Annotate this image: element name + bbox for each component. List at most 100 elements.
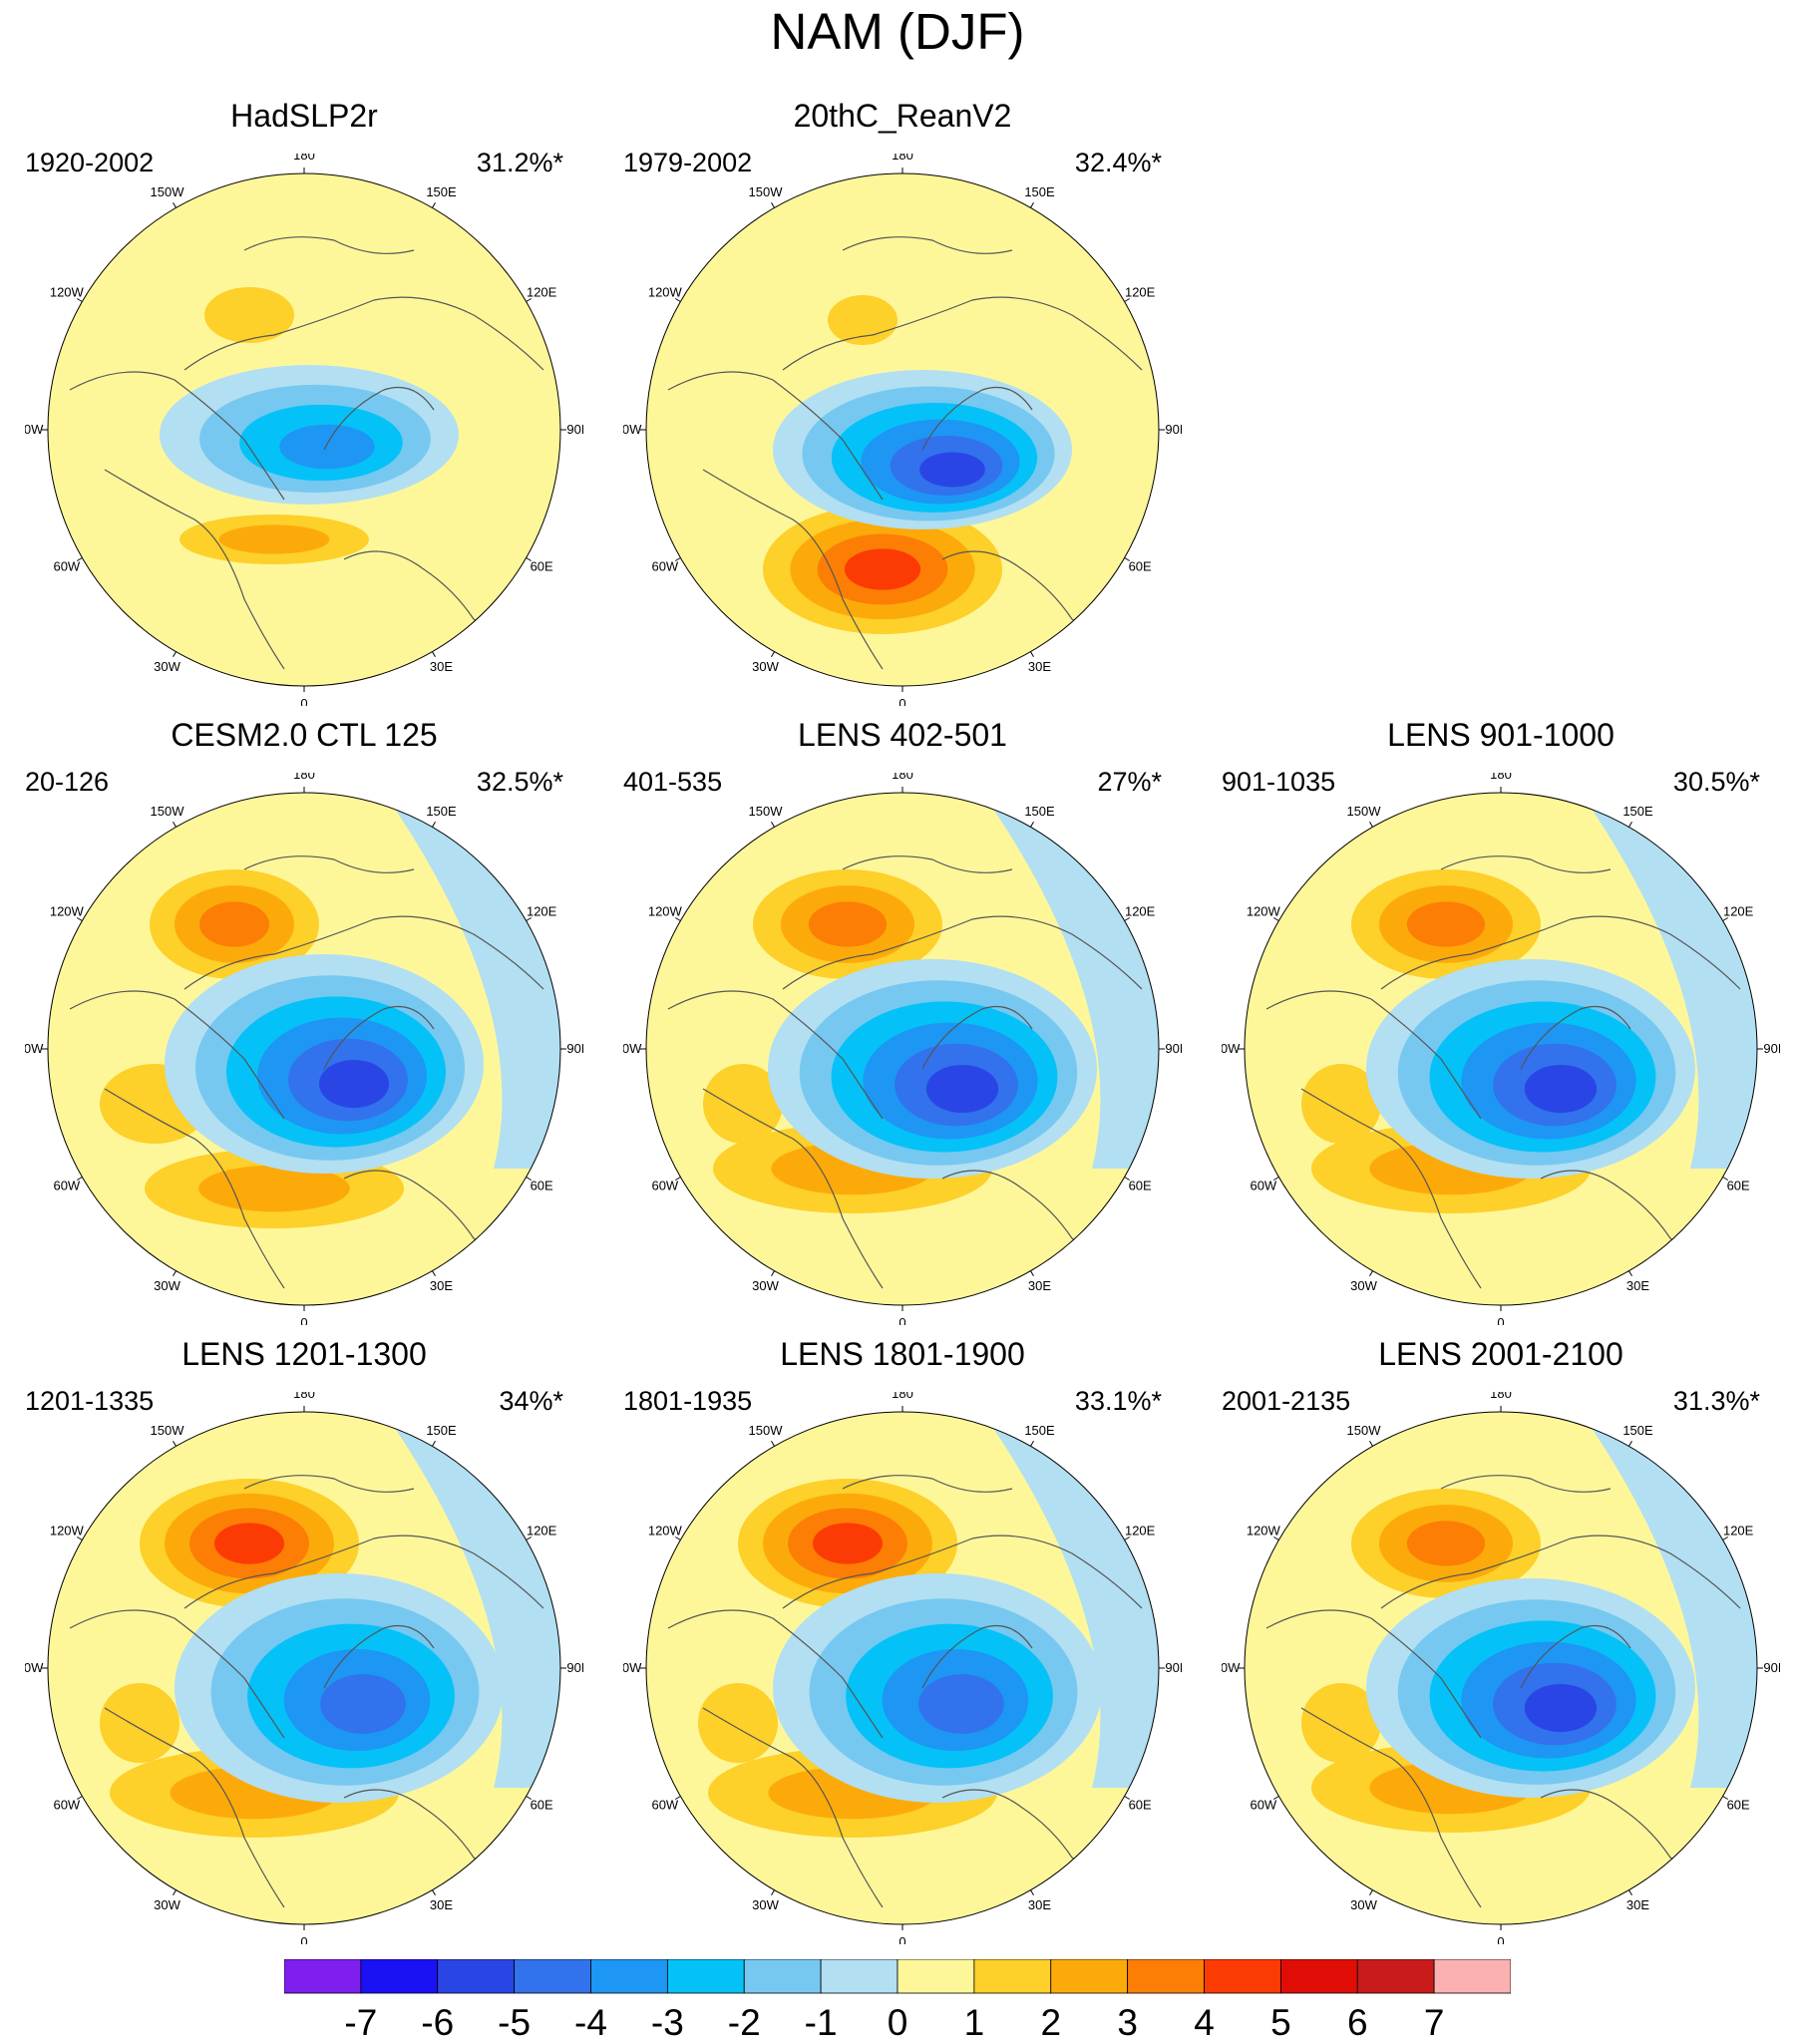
longitude-tick xyxy=(1722,1536,1729,1540)
coastline xyxy=(243,236,415,254)
longitude-tick xyxy=(771,821,775,828)
colorbar-label: 3 xyxy=(1117,2002,1138,2039)
coastline xyxy=(243,1475,415,1493)
positive-anomaly-contour xyxy=(1406,1521,1486,1566)
panel-period: 20-126 xyxy=(25,767,110,797)
longitude-label: 120E xyxy=(1723,1524,1754,1538)
coastline xyxy=(782,296,1143,371)
coastline xyxy=(323,1005,435,1070)
coastline xyxy=(782,1534,1143,1609)
longitude-label: 60W xyxy=(1250,1798,1276,1813)
negative-anomaly-contour xyxy=(279,424,375,470)
polar-map: 180 150E 120E 90E 60E 30E 0 30W 60W 90W 120W 150W xyxy=(17,148,590,711)
longitude-label: 120W xyxy=(1247,904,1281,919)
colorbar-label: 0 xyxy=(888,2002,908,2039)
longitude-tick xyxy=(173,1270,177,1277)
longitude-tick xyxy=(1369,821,1373,828)
positive-anomaly-contour xyxy=(218,524,330,554)
longitude-label: 150E xyxy=(1622,1423,1653,1438)
colorbar-label: -1 xyxy=(805,2002,838,2039)
panel-variance-explained: 34%* xyxy=(499,1386,563,1416)
coastline xyxy=(104,469,285,670)
positive-anomaly-contour xyxy=(1406,901,1486,947)
longitude-tick xyxy=(526,917,533,921)
panel-title: 20thC_ReanV2 xyxy=(793,98,1012,134)
panel-title: LENS 402-501 xyxy=(798,717,1007,753)
longitude-label: 90W xyxy=(623,1041,642,1056)
longitude-label: 120W xyxy=(50,1524,85,1538)
positive-anomaly-contour xyxy=(844,548,921,590)
anomaly-field xyxy=(646,793,1159,1305)
colorbar-box xyxy=(590,1958,668,1994)
coastline xyxy=(183,1534,544,1609)
colorbar-label: -7 xyxy=(344,2002,377,2039)
longitude-tick xyxy=(432,651,436,658)
coastline xyxy=(842,1475,1013,1493)
longitude-label: 120E xyxy=(527,285,557,300)
longitude-tick xyxy=(674,1536,681,1540)
longitude-label: 150W xyxy=(151,804,185,819)
colorbar-label: 6 xyxy=(1347,2002,1368,2039)
negative-anomaly-contour xyxy=(1524,1683,1598,1733)
longitude-label: 150E xyxy=(1024,184,1055,199)
longitude-label: 30W xyxy=(1350,1278,1377,1293)
longitude-label: 120E xyxy=(1125,1524,1156,1538)
coastline xyxy=(243,855,415,873)
longitude-label: 60W xyxy=(1250,1179,1276,1193)
longitude-tick xyxy=(432,201,436,208)
colorbar-label: -5 xyxy=(498,2002,531,2039)
longitude-tick xyxy=(1722,917,1729,921)
polar-projection: 180 150E 120E 90E 60E 30E 0 30W 60W 90W 120W 150W xyxy=(615,1386,1189,1949)
longitude-label: 0 xyxy=(300,1315,307,1325)
coastline xyxy=(1440,855,1612,873)
negative-anomaly-contour xyxy=(918,1674,1004,1734)
coastlines xyxy=(667,855,1143,1289)
coastline xyxy=(1380,915,1741,990)
longitude-label: 120W xyxy=(50,904,85,919)
longitude-label: 30W xyxy=(752,1278,779,1293)
coastline xyxy=(69,1609,285,1739)
polar-projection: 180 150E 120E 90E 60E 30E 0 30W 60W 90W 120W 150W xyxy=(17,1386,590,1949)
map-panel: 20thC_ReanV2 1979-2002 32.4%* 180 150E 120… xyxy=(615,98,1189,711)
colorbar-box xyxy=(1279,1958,1358,1994)
colorbar-box xyxy=(1127,1958,1205,1994)
coastline xyxy=(667,990,884,1120)
colorbar-box xyxy=(283,1958,362,1994)
panel-period: 1920-2002 xyxy=(25,148,155,177)
longitude-label: 90W xyxy=(25,422,44,437)
anomaly-field xyxy=(1245,1412,1757,1924)
map-panel: LENS 1201-1300 1201-1335 34%* 180 150E 120… xyxy=(17,1336,590,1949)
map-panel: LENS 1801-1900 1801-1935 33.1%* 180 150E 1… xyxy=(615,1336,1189,1949)
longitude-label: 150W xyxy=(749,1423,784,1438)
longitude-tick xyxy=(173,651,177,658)
negative-anomaly-contour xyxy=(319,1059,389,1109)
longitude-label: 120W xyxy=(1247,1524,1281,1538)
longitude-label: 90W xyxy=(25,1041,44,1056)
longitude-label: 0 xyxy=(1497,1934,1504,1944)
positive-anomaly-contour xyxy=(808,901,888,947)
longitude-tick xyxy=(1030,1270,1034,1277)
coastline xyxy=(323,386,435,451)
longitude-label: 150E xyxy=(1622,804,1653,819)
longitude-label: 60E xyxy=(1727,1798,1750,1813)
colorbar-box xyxy=(743,1958,822,1994)
longitude-label: 60E xyxy=(531,559,553,574)
figure-title: NAM (DJF) xyxy=(770,3,1025,60)
longitude-label: 60E xyxy=(1129,1179,1152,1193)
longitude-tick xyxy=(1030,821,1034,828)
longitude-tick xyxy=(526,298,533,302)
longitude-label: 90E xyxy=(1165,422,1182,437)
anomaly-field xyxy=(48,793,560,1305)
longitude-tick xyxy=(1124,557,1131,561)
colorbar-box xyxy=(514,1958,591,1994)
longitude-tick xyxy=(432,1270,436,1277)
longitude-tick xyxy=(1124,298,1131,302)
coastline xyxy=(1520,1624,1631,1689)
longitude-label: 60W xyxy=(651,1798,678,1813)
longitude-label: 30E xyxy=(430,659,453,674)
longitude-tick xyxy=(1030,1440,1034,1447)
longitude-label: 120E xyxy=(1125,904,1156,919)
longitude-label: 60W xyxy=(53,1179,80,1193)
longitude-label: 30E xyxy=(1028,1278,1051,1293)
longitude-label: 30E xyxy=(1028,659,1051,674)
